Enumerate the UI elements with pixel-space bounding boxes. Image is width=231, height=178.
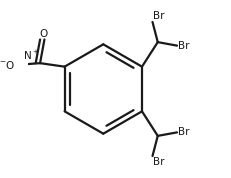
Text: Br: Br <box>153 11 164 21</box>
Text: $\mathregular{N^+}$: $\mathregular{N^+}$ <box>22 49 39 62</box>
Text: Br: Br <box>177 127 188 137</box>
Text: Br: Br <box>177 41 188 51</box>
Text: $\mathregular{^{-}O}$: $\mathregular{^{-}O}$ <box>0 59 15 71</box>
Text: O: O <box>39 29 48 39</box>
Text: Br: Br <box>153 157 164 167</box>
